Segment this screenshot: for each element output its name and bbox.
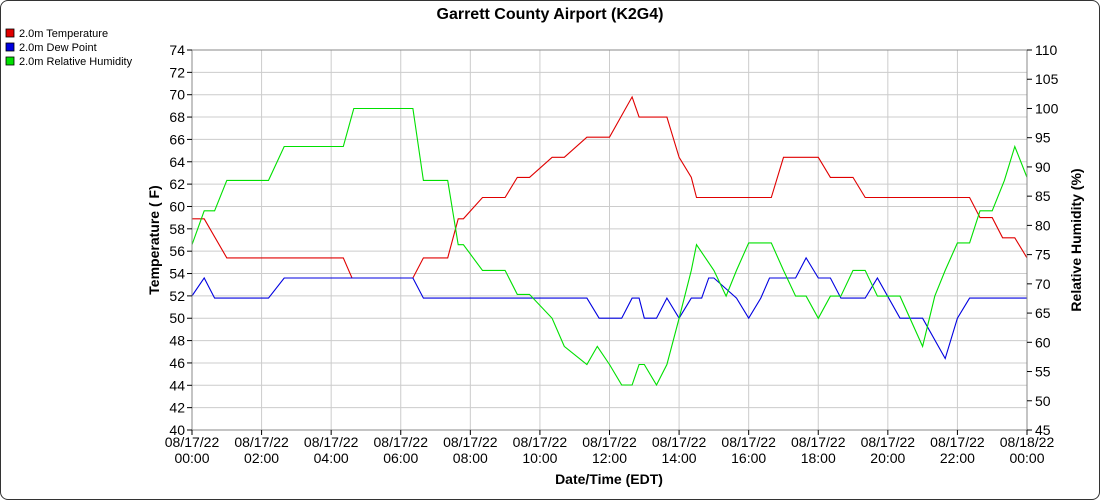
x-tick-label-time: 14:00 bbox=[662, 450, 697, 466]
left-axis-ticks: 40 42 44 46 48 50 52 54 56 58 60 62 64 66 68 70 72 74 bbox=[169, 42, 192, 438]
y-tick-label: 74 bbox=[169, 42, 185, 58]
x-tick-label-time: 08:00 bbox=[453, 450, 488, 466]
y2-tick-label: 85 bbox=[1035, 188, 1051, 204]
y-axis-title: Temperature ( F) bbox=[146, 185, 162, 294]
x-tick-label-date: 08/17/22 bbox=[582, 434, 637, 450]
x-tick-label-time: 18:00 bbox=[801, 450, 836, 466]
y2-tick-label: 105 bbox=[1035, 71, 1059, 87]
x-tick-label-time: 00:00 bbox=[1009, 450, 1044, 466]
x-tick-label-date: 08/17/22 bbox=[304, 434, 359, 450]
x-tick-label-date: 08/17/22 bbox=[443, 434, 498, 450]
legend-label: 2.0m Relative Humidity bbox=[19, 56, 133, 68]
x-tick-label-time: 10:00 bbox=[522, 450, 557, 466]
y-tick-label: 68 bbox=[169, 109, 185, 125]
y2-tick-label: 110 bbox=[1035, 42, 1058, 58]
y-tick-label: 66 bbox=[169, 131, 185, 147]
x-tick-label-date: 08/18/22 bbox=[1000, 434, 1055, 450]
legend: 2.0m Temperature 2.0m Dew Point 2.0m Rel… bbox=[5, 28, 133, 68]
y2-tick-label: 80 bbox=[1035, 217, 1051, 233]
x-tick-label-date: 08/17/22 bbox=[930, 434, 985, 450]
y-tick-label: 54 bbox=[169, 266, 185, 282]
legend-item-relative-humidity[interactable]: 2.0m Relative Humidity bbox=[5, 56, 133, 68]
y2-tick-label: 60 bbox=[1035, 334, 1051, 350]
x-tick-label-date: 08/17/22 bbox=[374, 434, 429, 450]
x-tick-label-time: 02:00 bbox=[244, 450, 279, 466]
x-tick-label-date: 08/17/22 bbox=[791, 434, 846, 450]
y2-tick-label: 100 bbox=[1035, 100, 1059, 116]
y2-tick-label: 65 bbox=[1035, 305, 1051, 321]
y2-tick-label: 50 bbox=[1035, 393, 1051, 409]
y2-tick-label: 55 bbox=[1035, 364, 1051, 380]
series-line-temperature bbox=[192, 95, 1027, 279]
y2-tick-label: 45 bbox=[1035, 422, 1051, 438]
y-tick-label: 60 bbox=[169, 198, 185, 214]
legend-label: 2.0m Temperature bbox=[19, 28, 108, 40]
y2-tick-label: 70 bbox=[1035, 276, 1051, 292]
y-tick-label: 56 bbox=[169, 243, 185, 259]
x-tick-label-time: 00:00 bbox=[174, 450, 209, 466]
x-tick-label-time: 12:00 bbox=[592, 450, 627, 466]
x-tick-label-date: 08/17/22 bbox=[165, 434, 220, 450]
x-tick-label-date: 08/17/22 bbox=[861, 434, 916, 450]
legend-item-dew-point[interactable]: 2.0m Dew Point bbox=[5, 42, 97, 54]
series-line-dew-point bbox=[192, 256, 1027, 360]
y-tick-label: 72 bbox=[169, 64, 185, 80]
x-tick-label-time: 16:00 bbox=[731, 450, 766, 466]
x-tick-label-date: 08/17/22 bbox=[721, 434, 776, 450]
x-tick-label-time: 04:00 bbox=[314, 450, 349, 466]
y2-tick-label: 75 bbox=[1035, 247, 1051, 263]
y-tick-label: 42 bbox=[169, 400, 185, 416]
y-tick-label: 40 bbox=[169, 422, 185, 438]
legend-swatch bbox=[5, 42, 15, 52]
legend-swatch bbox=[5, 28, 15, 38]
chart-title: Garrett County Airport (K2G4) bbox=[437, 6, 664, 23]
legend-label: 2.0m Dew Point bbox=[19, 42, 97, 54]
y-tick-label: 48 bbox=[169, 333, 185, 349]
series-line-relative-humidity bbox=[192, 107, 1027, 387]
x-tick-label-time: 06:00 bbox=[383, 450, 418, 466]
x-tick-label-date: 08/17/22 bbox=[234, 434, 289, 450]
x-axis-title: Date/Time (EDT) bbox=[555, 471, 663, 487]
y-tick-label: 52 bbox=[169, 288, 185, 304]
y-tick-label: 62 bbox=[169, 176, 185, 192]
y2-axis-title: Relative Humidity (%) bbox=[1068, 168, 1084, 311]
y2-tick-label: 95 bbox=[1035, 130, 1051, 146]
x-tick-label-time: 20:00 bbox=[870, 450, 905, 466]
x-tick-label-date: 08/17/22 bbox=[513, 434, 568, 450]
legend-swatch bbox=[5, 56, 15, 66]
y-tick-label: 64 bbox=[169, 154, 185, 170]
y-tick-label: 58 bbox=[169, 221, 185, 237]
x-tick-label-date: 08/17/22 bbox=[652, 434, 707, 450]
grid-lines bbox=[191, 49, 1028, 431]
series-lines bbox=[192, 95, 1027, 387]
y-tick-label: 44 bbox=[169, 377, 185, 393]
x-tick-label-time: 22:00 bbox=[940, 450, 975, 466]
y-tick-label: 50 bbox=[169, 310, 185, 326]
y2-tick-label: 90 bbox=[1035, 159, 1051, 175]
x-axis-ticks: 08/17/2200:0008/17/2202:0008/17/2204:000… bbox=[165, 430, 1055, 466]
y-tick-label: 70 bbox=[169, 87, 185, 103]
right-axis-ticks: 45 50 55 60 65 70 75 80 85 90 95 100 105 110 bbox=[1027, 42, 1059, 438]
y-tick-label: 46 bbox=[169, 355, 185, 371]
legend-item-temperature[interactable]: 2.0m Temperature bbox=[5, 28, 108, 40]
